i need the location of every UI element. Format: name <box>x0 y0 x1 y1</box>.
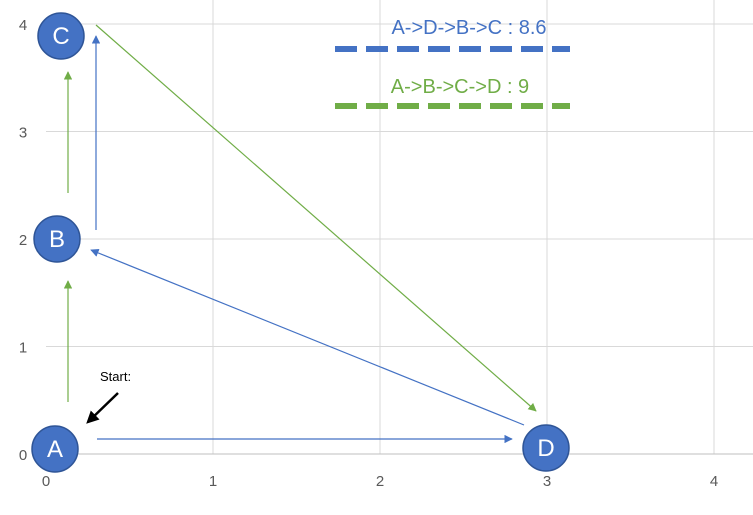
axis-ticks: 0 1 2 3 4 0 1 2 3 4 <box>19 17 718 490</box>
y-tick-label: 3 <box>19 125 27 142</box>
green-route-edges <box>63 24 537 412</box>
legend-green-text: A->B->C->D : 9 <box>391 76 529 98</box>
start-label: Start: <box>100 369 131 384</box>
edge-d-to-b <box>90 248 525 426</box>
y-tick-label: 0 <box>19 447 27 464</box>
x-tick-label: 3 <box>543 473 551 490</box>
node-d-circle <box>522 424 570 472</box>
start-pointer: Start: <box>86 369 131 424</box>
legend-green-route: A->B->C->D : 9 <box>335 76 570 109</box>
node-c-label: C <box>52 23 69 50</box>
edge-c-to-d <box>95 24 537 412</box>
node-d-label: D <box>537 435 554 462</box>
node-b-label: B <box>49 226 65 253</box>
y-tick-label: 2 <box>19 232 27 249</box>
node-a-label: A <box>47 436 63 463</box>
y-tick-label: 4 <box>19 17 27 34</box>
legend-blue-route: A->D->B->C : 8.6 <box>335 17 570 52</box>
route-legend: A->D->B->C : 8.6 A->B->C->D : 9 <box>335 17 570 109</box>
start-arrow-icon <box>86 392 119 424</box>
node-b[interactable]: B <box>33 215 81 263</box>
legend-blue-text: A->D->B->C : 8.6 <box>391 17 546 39</box>
nodes: C B A D <box>31 12 570 473</box>
x-tick-label: 0 <box>42 473 50 490</box>
node-c-circle <box>37 12 85 60</box>
node-a-circle <box>31 425 79 473</box>
node-d[interactable]: D <box>522 424 570 472</box>
blue-route-edges <box>90 35 525 444</box>
x-tick-label: 2 <box>376 473 384 490</box>
x-tick-label: 1 <box>209 473 217 490</box>
node-c[interactable]: C <box>37 12 85 60</box>
y-tick-label: 1 <box>19 340 27 357</box>
x-tick-label: 4 <box>710 473 718 490</box>
node-a[interactable]: A <box>31 425 79 473</box>
grid-lines <box>46 0 753 455</box>
node-b-circle <box>33 215 81 263</box>
